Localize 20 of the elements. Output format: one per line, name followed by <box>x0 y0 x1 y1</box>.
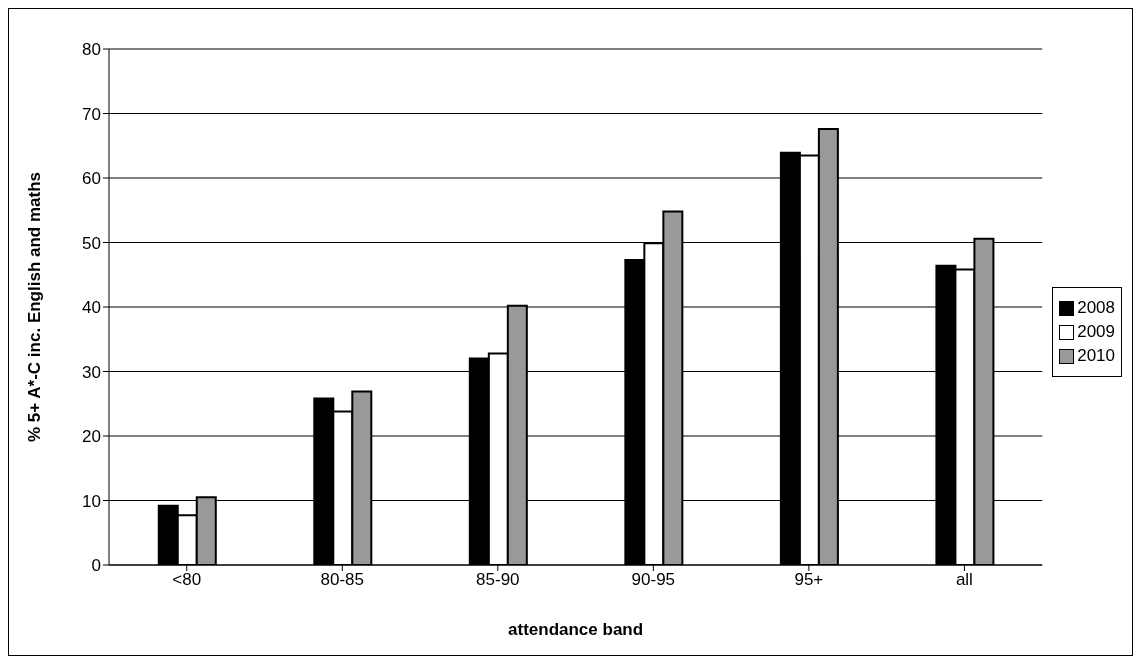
y-axis-title: % 5+ A*-C inc. English and maths <box>25 171 45 443</box>
y-tick-label: 0 <box>91 556 101 576</box>
legend-label: 2010 <box>1077 346 1115 366</box>
x-tick-label: <80 <box>172 570 202 590</box>
x-tick-label: 80-85 <box>320 570 365 590</box>
legend-label: 2008 <box>1077 298 1115 318</box>
y-tick-label: 40 <box>82 298 101 318</box>
x-tick-label: 90-95 <box>631 570 676 590</box>
y-tick-label: 50 <box>82 233 101 253</box>
y-tick-label: 60 <box>82 169 101 189</box>
y-tick-label: 70 <box>82 104 101 124</box>
y-tick-label: 20 <box>82 427 101 447</box>
y-tick-label: 30 <box>82 362 101 382</box>
x-tick-label: all <box>955 570 973 590</box>
y-tick-label: 10 <box>82 491 101 511</box>
y-tick-label: 80 <box>82 40 101 60</box>
x-axis-title: attendance band <box>508 620 644 639</box>
x-tick-label: 85-90 <box>476 570 520 590</box>
legend-label: 2009 <box>1077 322 1115 342</box>
x-tick-label: 95+ <box>794 570 824 590</box>
